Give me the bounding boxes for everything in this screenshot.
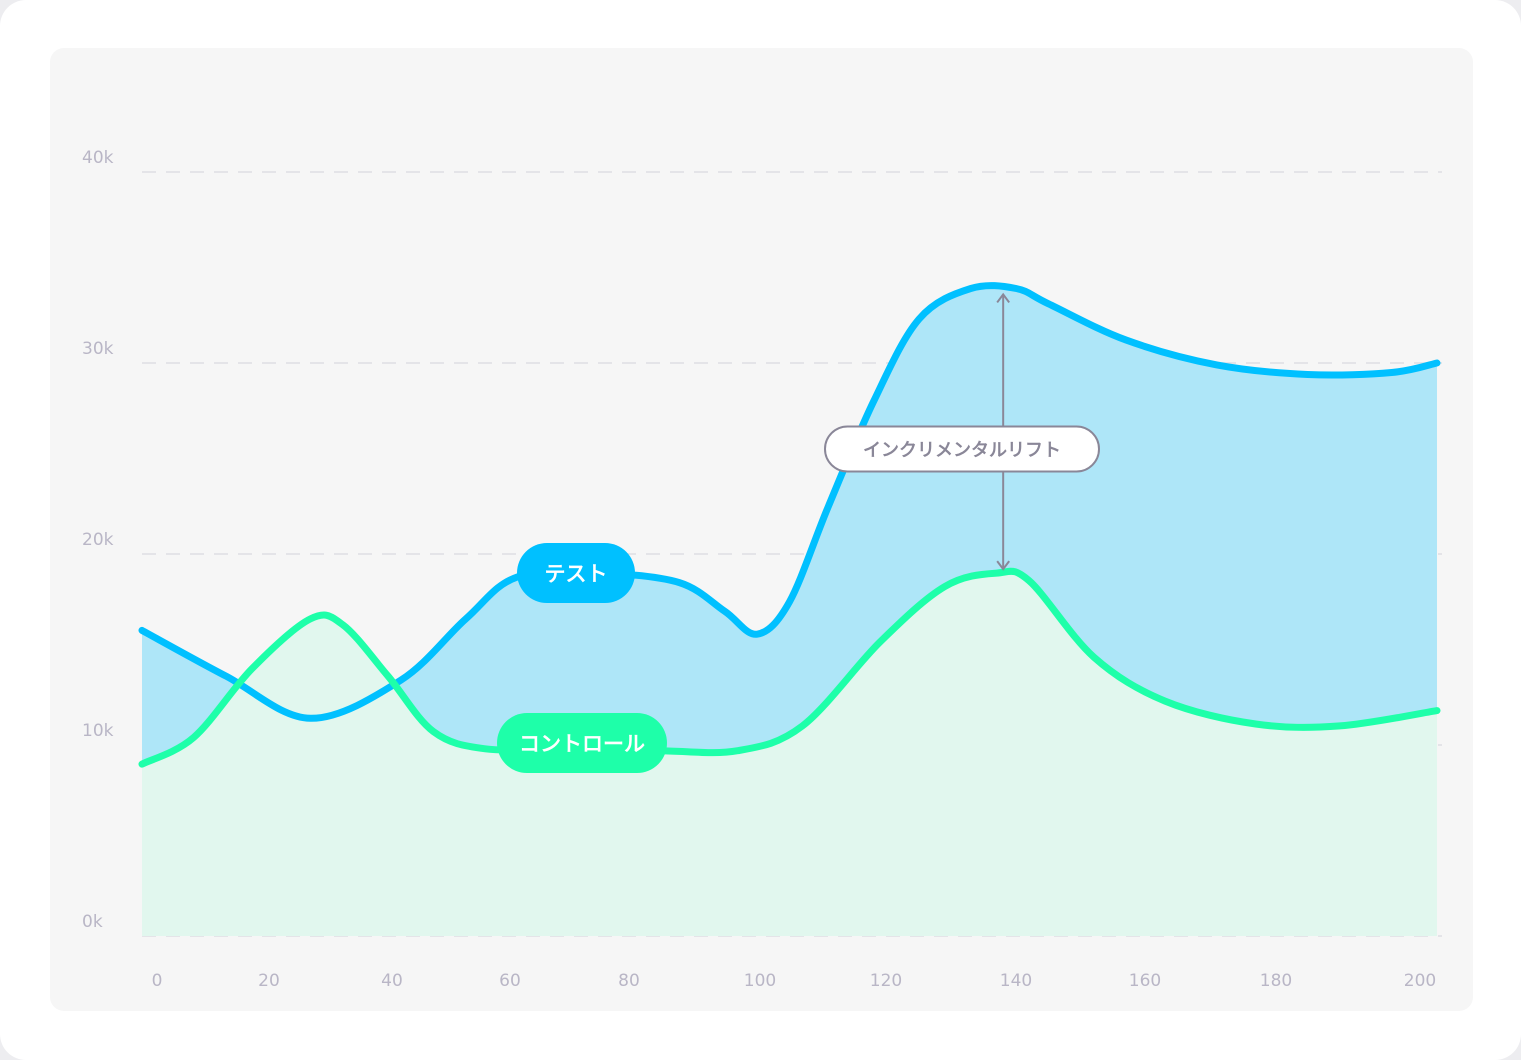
series-areas	[142, 285, 1437, 937]
x-tick-label: 20	[258, 971, 280, 991]
x-tick-label: 40	[381, 971, 403, 991]
y-tick-label: 20k	[82, 530, 114, 550]
x-tick-label: 120	[870, 971, 902, 991]
lift-arrow-head-down	[996, 560, 1010, 571]
series-labels: テスト コントロール	[497, 543, 667, 773]
y-axis-labels: 0k 10k 20k 30k 40k	[82, 148, 114, 932]
test-series-line	[138, 282, 1441, 722]
x-tick-label: 140	[1000, 971, 1032, 991]
lift-label-box	[824, 425, 1100, 473]
x-axis-labels: 0 20 40 60 80 100 120 140 160 180 200	[152, 971, 1437, 991]
control-series-area	[142, 571, 1437, 936]
lift-arrow-head-up	[996, 292, 1010, 304]
test-series-pill	[517, 543, 635, 603]
y-tick-label: 40k	[82, 148, 114, 168]
test-series-label: テスト	[545, 562, 608, 586]
lift-label: インクリメンタルリフト	[863, 440, 1061, 461]
x-tick-label: 80	[618, 971, 640, 991]
x-tick-label: 0	[152, 971, 163, 991]
x-tick-label: 160	[1129, 971, 1161, 991]
x-tick-label: 200	[1404, 971, 1436, 991]
series-lines	[138, 282, 1441, 768]
y-tick-label: 0k	[82, 912, 103, 932]
x-tick-label: 180	[1260, 971, 1292, 991]
control-series-pill	[497, 713, 667, 773]
lift-annotation: インクリメンタルリフト	[824, 292, 1100, 571]
control-series-label: コントロール	[519, 732, 645, 756]
y-tick-label: 30k	[82, 339, 114, 359]
x-tick-label: 100	[744, 971, 776, 991]
x-tick-label: 60	[499, 971, 521, 991]
y-tick-label: 10k	[82, 721, 114, 741]
control-series-line	[138, 567, 1441, 768]
